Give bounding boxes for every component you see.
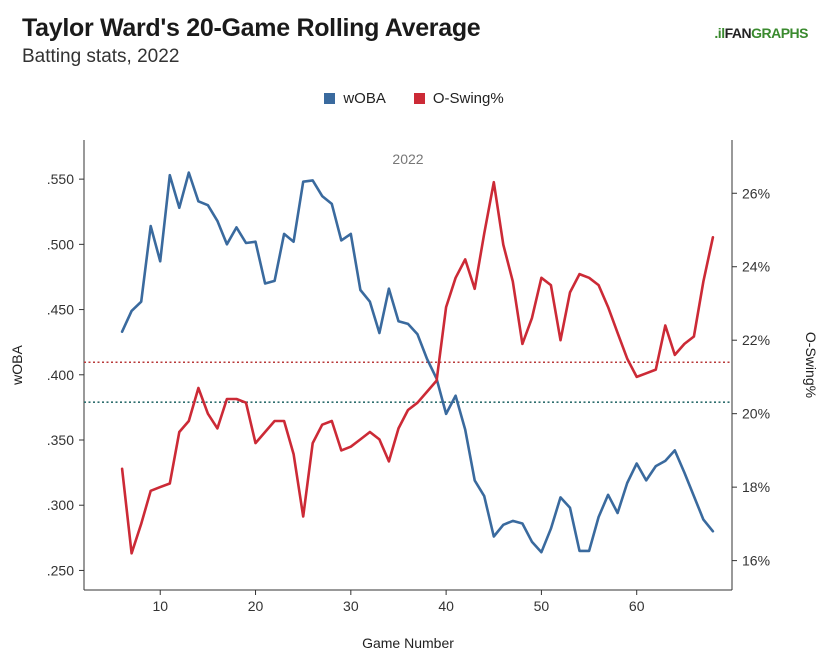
y-right-tick-label: 26% [742,185,770,201]
chart-labels: 2022 Game Number wOBA O-Swing% [9,151,819,651]
y-right-tick-label: 16% [742,553,770,569]
x-tick-label: 60 [629,598,645,614]
y-right-axis-label: O-Swing% [803,332,819,398]
y-left-tick-label: .500 [47,236,74,252]
y-right-tick-label: 18% [742,479,770,495]
logo-mark: .il [714,25,725,41]
legend-item-oswing: O-Swing% [413,90,504,107]
chart-axes: 10 20 30 40 50 60 .250 .300 .350 .400 .450 .500 .550… [47,140,770,614]
legend-label-woba: wOBA [343,90,386,107]
fangraphs-logo: .ilFANGRAPHS [714,25,808,41]
y-left-tick-label: .300 [47,497,74,513]
x-tick-label: 30 [343,598,359,614]
x-tick-label: 10 [152,598,168,614]
series-lines [120,171,715,555]
x-tick-label: 40 [438,598,454,614]
chart-subtitle: Batting stats, 2022 [22,46,180,67]
panel-label: 2022 [392,151,423,167]
legend-swatch-oswing [413,93,425,104]
y-right-tick-label: 22% [742,332,770,348]
y-right-tick-label: 20% [742,406,770,422]
legend-swatch-woba [324,93,336,104]
chart-title: Taylor Ward's 20-Game Rolling Average [22,14,481,42]
woba-series-line [120,171,715,554]
y-left-tick-label: .400 [47,367,74,383]
y-right-tick-label: 24% [742,259,770,275]
legend-label-oswing: O-Swing% [432,90,504,107]
logo-graphs-text: GRAPHS [751,25,808,41]
y-left-tick-label: .250 [47,562,74,578]
y-left-axis-label: wOBA [9,345,25,386]
oswing-series-line [120,180,715,555]
y-left-tick-label: .450 [47,302,74,318]
y-left-tick-label: .350 [47,432,74,448]
y-left-tick-label: .550 [47,171,74,187]
x-tick-label: 50 [534,598,550,614]
x-tick-label: 20 [248,598,264,614]
legend-item-woba: wOBA [324,90,386,107]
chart-legend: wOBA O-Swing% [0,90,828,107]
x-axis-label: Game Number [362,635,454,651]
logo-fan-text: FAN [724,25,752,41]
reference-lines [84,361,732,403]
